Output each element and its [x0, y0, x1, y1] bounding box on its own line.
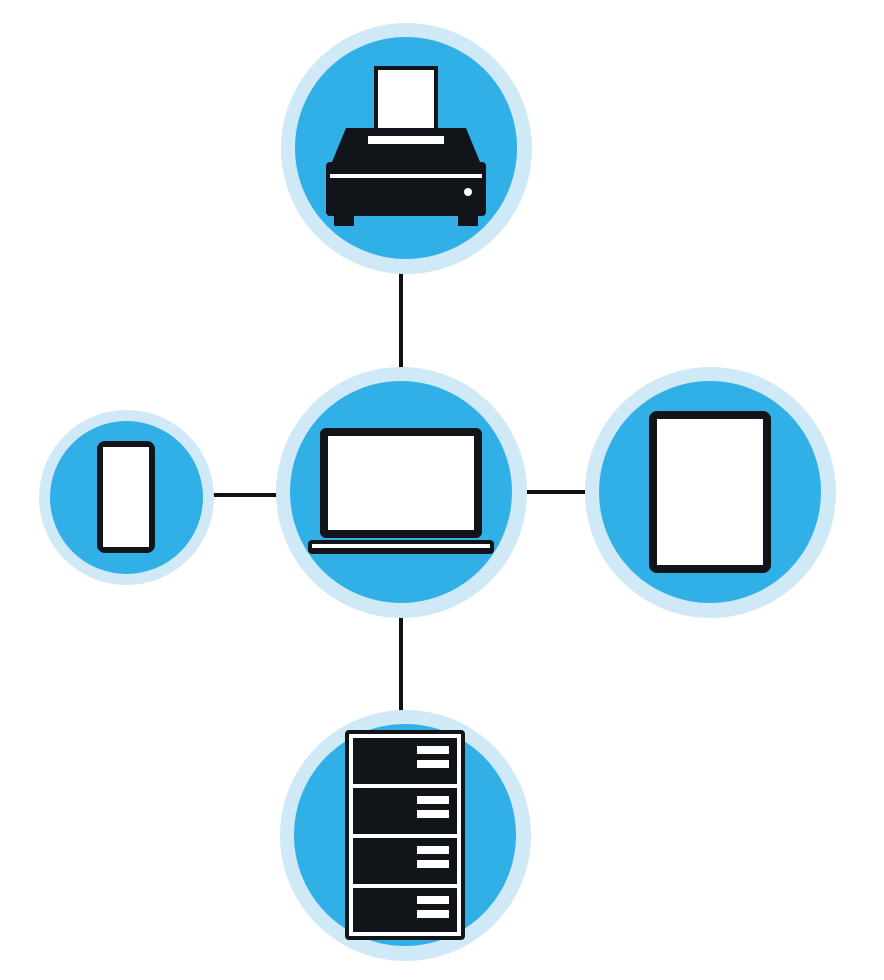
- connector-center-top: [399, 262, 403, 372]
- connector-center-right: [520, 490, 590, 494]
- node-server: [280, 710, 531, 961]
- node-phone: [39, 410, 214, 585]
- phone-icon: [94, 438, 158, 556]
- connector-center-left: [210, 493, 280, 497]
- node-laptop: [276, 367, 527, 618]
- printer-icon: [316, 66, 496, 231]
- node-tablet: [585, 367, 836, 618]
- node-printer: [281, 23, 532, 274]
- network-diagram: [0, 0, 884, 980]
- connector-center-bottom: [399, 608, 403, 718]
- tablet-icon: [645, 407, 775, 577]
- laptop-icon: [306, 422, 496, 562]
- server-icon: [345, 730, 465, 940]
